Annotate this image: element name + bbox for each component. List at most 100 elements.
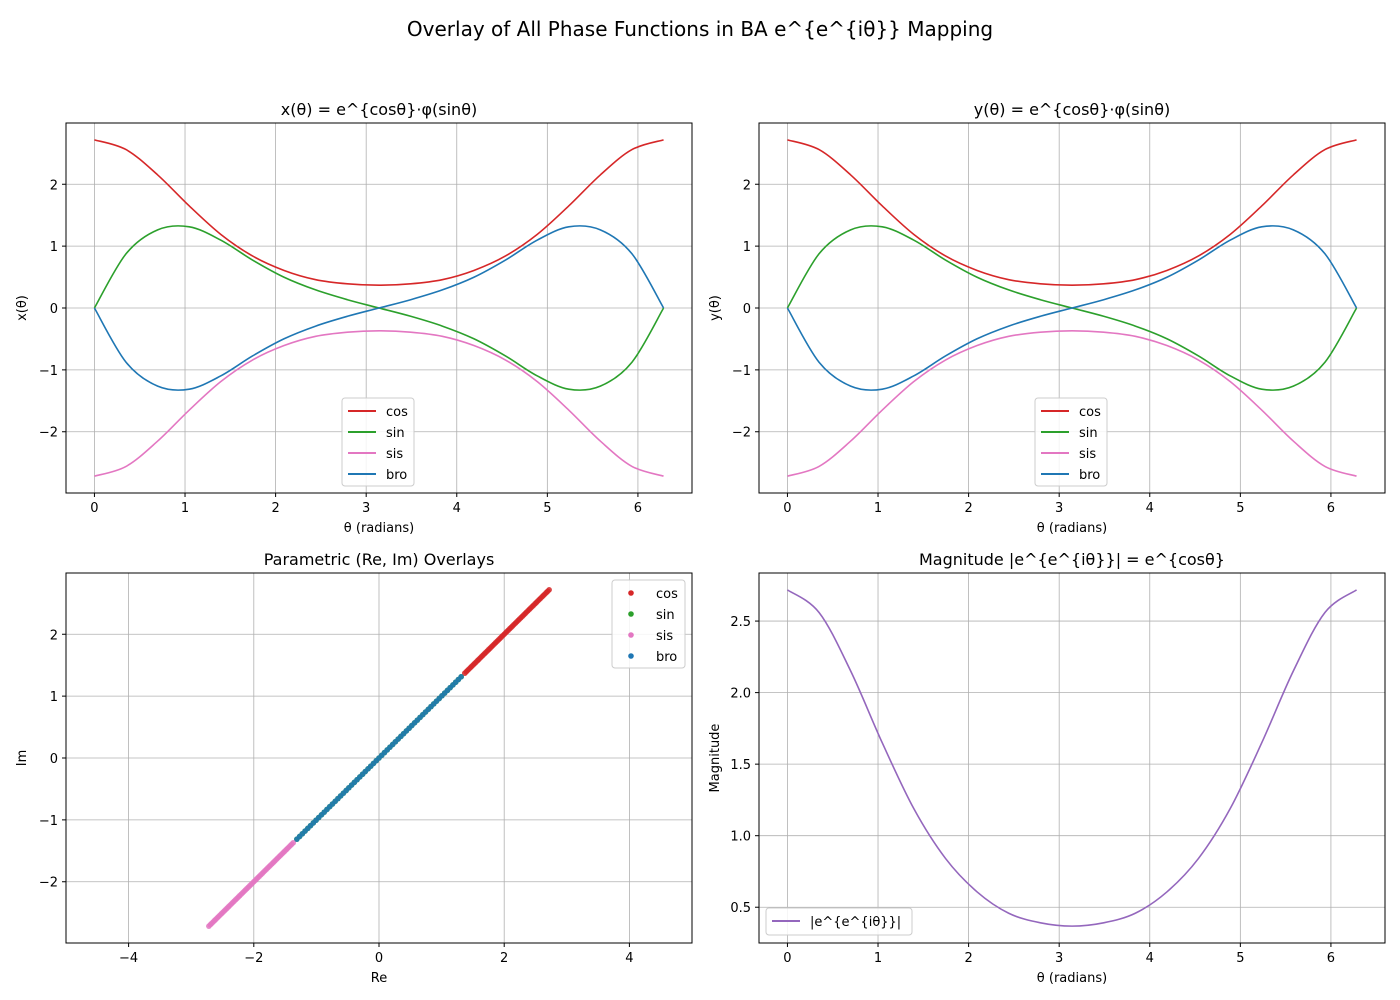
legend-label: bro [656, 650, 677, 665]
x-tick-label: 4 [625, 951, 633, 966]
y-tick-label: 1.5 [730, 758, 751, 773]
x-tick-label: 3 [362, 501, 370, 516]
y-tick-label: 2.0 [730, 687, 751, 702]
y-tick-label: −1 [732, 364, 751, 379]
series-line-sis [787, 329, 1357, 477]
y-theta-plot: 0 1 2 3 4 5 6 −2 −1 0 1 2 y(θ) = e^{cosθ}·φ(sinθ) θ (… [708, 100, 1386, 536]
legend-box [765, 907, 913, 936]
y-tick-label: 2 [50, 628, 58, 643]
series-line-bro [93, 225, 665, 391]
x-tick-label: 5 [543, 501, 551, 516]
y-axis-label: Im [15, 750, 30, 767]
x-axis-label: Re [371, 971, 387, 986]
x-tick-label: −4 [119, 951, 138, 966]
y-tick-label: 0 [50, 752, 58, 767]
legend-box [611, 579, 686, 669]
legend-label: bro [386, 468, 407, 483]
y-tick-label: −2 [732, 426, 751, 441]
legend-label: cos [656, 587, 678, 602]
x-tick-label: 1 [181, 501, 189, 516]
axes-frame [758, 572, 1386, 944]
legend-label: sis [386, 447, 403, 462]
chart-title: y(θ) = e^{cosθ}·φ(sinθ) [974, 100, 1170, 119]
series-line-eei [786, 589, 1358, 927]
plot-area [786, 139, 1358, 477]
parametric-plot: −4 −2 0 2 4 −2 −1 0 1 2 Parametric (Re, Im) Overla… [15, 550, 693, 986]
legend-marker [628, 653, 634, 659]
chart-title: Parametric (Re, Im) Overlays [264, 550, 495, 569]
y-tick-label: −2 [39, 426, 58, 441]
legend-label: bro [1079, 468, 1100, 483]
x-tick-label: 2 [500, 951, 508, 966]
x-tick-label: 6 [1327, 501, 1335, 516]
x-theta-plot: 0 1 2 3 4 5 6 −2 −1 0 1 2 x(θ) = e^{cosθ}·φ(sinθ) θ (… [15, 100, 693, 536]
legend-label: cos [1079, 405, 1101, 420]
legend-box [341, 397, 415, 487]
y-tick-label: 0 [50, 302, 58, 317]
y-axis-label: y(θ) [708, 295, 723, 321]
y-tick-label: 1.0 [730, 830, 751, 845]
series-line-cos [787, 139, 1357, 287]
plot-area [93, 139, 665, 477]
y-tick-label: 2.5 [730, 615, 751, 630]
series-line-cos [94, 139, 664, 287]
x-tick-label: 1 [874, 501, 882, 516]
x-tick-label: 2 [271, 501, 279, 516]
legend-marker [628, 590, 634, 596]
scatter-series-sis [206, 839, 297, 929]
x-tick-label: 5 [1236, 501, 1244, 516]
scatter-series-cos [461, 587, 552, 677]
x-tick-label: 4 [1146, 501, 1154, 516]
x-tick-label: 6 [1327, 951, 1335, 966]
chart-title: x(θ) = e^{cosθ}·φ(sinθ) [281, 100, 477, 119]
chart-title: Magnitude |e^{e^{iθ}}| = e^{cosθ} [919, 550, 1225, 569]
y-tick-label: −1 [39, 364, 58, 379]
scatter-series-bro [294, 674, 464, 842]
legend: cos sin sis bro [611, 579, 686, 669]
x-tick-label: 3 [1055, 951, 1063, 966]
y-tick-label: 0.5 [730, 901, 751, 916]
legend-marker [628, 611, 634, 617]
x-axis-label: θ (radians) [344, 521, 414, 536]
legend: cos sin sis bro [1034, 397, 1108, 487]
legend-marker [628, 632, 634, 638]
x-tick-label: 4 [1146, 951, 1154, 966]
y-tick-label: −2 [39, 876, 58, 891]
y-tick-label: 1 [50, 690, 58, 705]
x-tick-label: 1 [874, 951, 882, 966]
plot-area [786, 589, 1358, 927]
series-line-sis [94, 329, 664, 477]
y-tick-label: 2 [743, 178, 751, 193]
legend-label: cos [386, 405, 408, 420]
x-tick-label: 6 [634, 501, 642, 516]
scatter-point [290, 839, 297, 846]
y-tick-label: 0 [743, 302, 751, 317]
x-tick-label: 5 [1236, 951, 1244, 966]
x-tick-label: 0 [90, 501, 98, 516]
scatter-point [458, 674, 464, 680]
magnitude-plot: 0 1 2 3 4 5 6 0.5 1.0 1.5 2.0 2.5 Magnitude |e^{e^{i… [708, 550, 1386, 986]
x-tick-label: 2 [964, 501, 972, 516]
series-line-bro [786, 225, 1358, 391]
scatter-point [546, 587, 552, 593]
y-tick-label: 1 [743, 240, 751, 255]
y-tick-label: 1 [50, 240, 58, 255]
legend-box [1034, 397, 1108, 487]
x-axis-label: θ (radians) [1037, 521, 1107, 536]
y-tick-label: −1 [39, 814, 58, 829]
legend-label: sis [656, 629, 673, 644]
legend: |e^{e^{iθ}}| [765, 907, 913, 936]
legend-label: sin [656, 608, 675, 623]
x-tick-label: 0 [783, 951, 791, 966]
figure-suptitle: Overlay of All Phase Functions in BA e^{… [407, 17, 993, 41]
x-tick-label: 0 [783, 501, 791, 516]
legend-label: |e^{e^{iθ}}| [810, 915, 901, 930]
legend-label: sis [1079, 447, 1096, 462]
x-tick-label: 2 [964, 951, 972, 966]
legend-label: sin [386, 426, 405, 441]
x-tick-label: 3 [1055, 501, 1063, 516]
legend: cos sin sis bro [341, 397, 415, 487]
x-tick-label: 0 [375, 951, 383, 966]
legend-label: sin [1079, 426, 1098, 441]
